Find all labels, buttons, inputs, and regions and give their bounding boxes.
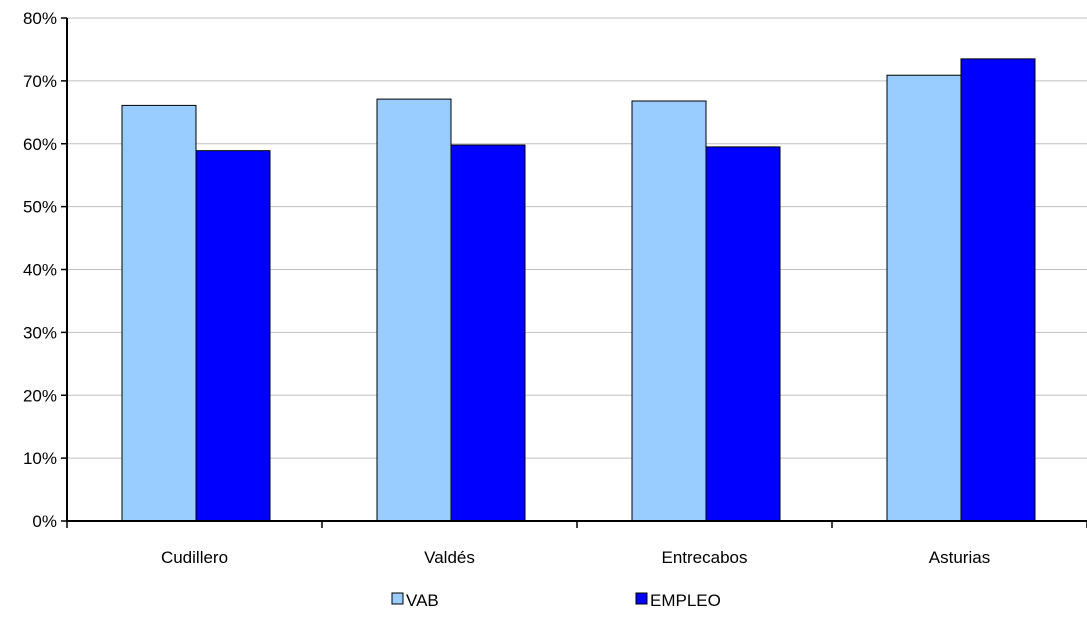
x-tick-label: Entrecabos	[662, 548, 748, 567]
bars	[121, 58, 1036, 522]
bar-vab-3	[886, 74, 962, 522]
bar-empleo-3	[960, 58, 1036, 522]
y-tick-label: 60%	[23, 135, 57, 154]
y-tick-label: 50%	[23, 198, 57, 217]
y-tick-label: 70%	[23, 72, 57, 91]
x-tick-label: Cudillero	[161, 548, 228, 567]
y-tick-label: 80%	[23, 9, 57, 28]
bar-vab-2	[631, 100, 707, 522]
y-tick-label: 10%	[23, 449, 57, 468]
y-tick-label: 0%	[32, 512, 57, 531]
bar-vab-1	[376, 98, 452, 522]
x-tick-label: Valdés	[424, 548, 475, 567]
y-tick-labels: 0% 10% 20% 30% 40% 50% 60% 70% 80%	[23, 9, 57, 531]
bar-empleo-2	[705, 146, 781, 522]
bar-empleo-1	[450, 144, 526, 522]
legend-swatch-vab	[391, 592, 404, 605]
bar-empleo-0	[195, 150, 271, 522]
axes	[61, 17, 1087, 528]
y-tick-label: 40%	[23, 261, 57, 280]
x-tick-labels: Cudillero Valdés Entrecabos Asturias	[161, 548, 990, 567]
legend-label-vab: VAB	[406, 591, 439, 610]
x-tick-label: Asturias	[929, 548, 990, 567]
y-tick-label: 20%	[23, 386, 57, 405]
legend-swatch-empleo	[635, 592, 648, 605]
y-tick-label: 30%	[23, 323, 57, 342]
bar-vab-0	[121, 104, 197, 522]
legend: VAB EMPLEO	[391, 591, 721, 610]
legend-label-empleo: EMPLEO	[650, 591, 721, 610]
